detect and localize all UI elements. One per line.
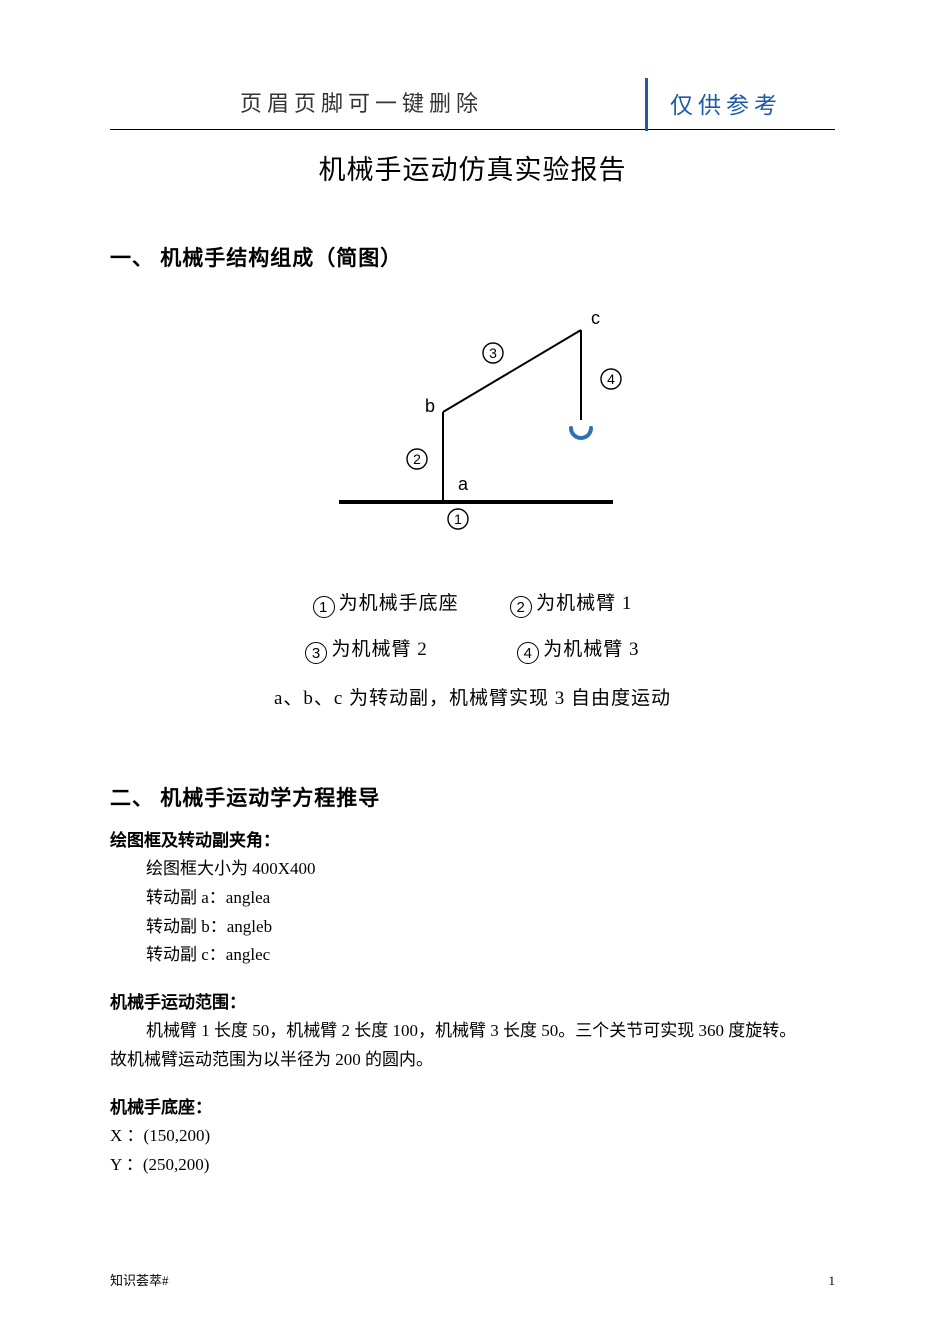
svg-text:2: 2: [413, 451, 421, 467]
legend-num-3: 3: [305, 642, 327, 664]
section2-heading: 二、 机械手运动学方程推导: [110, 782, 835, 812]
svg-text:3: 3: [489, 345, 497, 361]
sub2-line2: 故机械臂运动范围为以半径为 200 的圆内。: [110, 1046, 835, 1075]
sub1-line3: 转动副 b：angleb: [110, 913, 835, 942]
sub2-heading: 机械手运动范围：: [110, 988, 835, 1013]
sub2-line1: 机械臂 1 长度 50，机械臂 2 长度 100，机械臂 3 长度 50。三个关…: [110, 1017, 835, 1046]
section1-heading: 一、 机械手结构组成（简图）: [110, 242, 835, 272]
legend-text-3: 为机械臂 2: [331, 639, 427, 660]
legend-num-4: 4: [517, 642, 539, 664]
svg-text:c: c: [591, 308, 600, 328]
page-number: 1: [829, 1273, 836, 1289]
legend-num-2: 2: [510, 596, 532, 618]
footer-left-text: 知识荟萃#: [110, 1273, 169, 1288]
sub1-line4: 转动副 c：anglec: [110, 941, 835, 970]
header-divider: [645, 78, 648, 131]
sub3-line1: X ：(150,200): [110, 1122, 835, 1151]
header-right-text: 仅供参考: [670, 86, 782, 120]
page-footer: 知识荟萃# 1: [110, 1270, 835, 1289]
legend-free-text: a、b、c 为转动副，机械臂实现 3 自由度运动: [274, 688, 671, 709]
legend-text-2: 为机械臂 1: [536, 593, 632, 614]
header-left-text: 页眉页脚可一键删除: [240, 86, 483, 118]
svg-text:b: b: [425, 396, 435, 416]
sub1-line2: 转动副 a：anglea: [110, 884, 835, 913]
legend-num-1: 1: [313, 596, 335, 618]
sub3-line2: Y ：(250,200): [110, 1151, 835, 1180]
legend-text-1: 为机械手底座: [339, 593, 459, 614]
svg-text:4: 4: [607, 371, 615, 387]
legend-text-4: 为机械臂 3: [543, 639, 639, 660]
mechanism-diagram: abc1234: [110, 312, 835, 547]
svg-text:a: a: [458, 474, 469, 494]
svg-text:1: 1: [454, 511, 462, 527]
diagram-legend: 1为机械手底座 2为机械臂 1 3为机械臂 2 4为机械臂 3 a、b、c 为转…: [110, 581, 835, 722]
sub1-heading: 绘图框及转动副夹角：: [110, 826, 835, 851]
sub3-heading: 机械手底座：: [110, 1093, 835, 1118]
page-title: 机械手运动仿真实验报告: [110, 148, 835, 187]
page-header: 页眉页脚可一键删除 仅供参考: [110, 80, 835, 130]
sub1-line1: 绘图框大小为 400X400: [110, 855, 835, 884]
